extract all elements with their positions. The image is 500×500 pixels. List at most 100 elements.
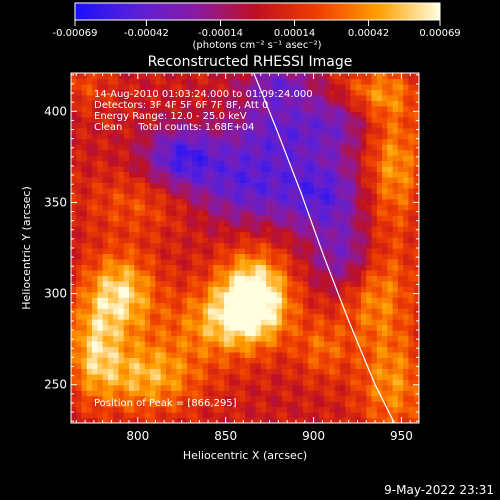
heatmap-cell (223, 122, 230, 129)
heatmap-cell (234, 94, 241, 101)
heatmap-cell (176, 258, 183, 266)
heatmap-cell (376, 94, 383, 101)
heatmap-cell (397, 253, 404, 260)
heatmap-cell (76, 275, 83, 282)
heatmap-cell (392, 346, 399, 353)
heatmap-cell (229, 133, 236, 140)
heatmap-cell (118, 133, 125, 140)
heatmap-cell (271, 198, 278, 205)
heatmap-cell (266, 193, 272, 200)
heatmap-cell (303, 155, 309, 162)
heatmap-cell (329, 340, 336, 348)
heatmap-cell (118, 89, 125, 96)
heatmap-cell (113, 308, 120, 315)
heatmap-cell (171, 357, 178, 364)
heatmap-cell (197, 258, 204, 266)
heatmap-cell (192, 231, 199, 238)
heatmap-cell (197, 406, 204, 413)
heatmap-cell (155, 111, 162, 118)
heatmap-cell (260, 362, 267, 369)
heatmap-cell (308, 127, 315, 134)
heatmap-cell (350, 220, 357, 227)
heatmap-cell (165, 258, 172, 266)
heatmap-cell (245, 275, 251, 282)
heatmap-cell (318, 94, 325, 101)
heatmap-cell (361, 412, 367, 419)
heatmap-cell (287, 379, 294, 386)
heatmap-cell (81, 373, 88, 380)
heatmap-cell (144, 237, 151, 244)
heatmap-cell (250, 149, 257, 156)
heatmap-cell (397, 269, 404, 276)
heatmap-cell (107, 220, 114, 227)
heatmap-cell (334, 297, 341, 304)
heatmap-cell (403, 89, 410, 96)
heatmap-cell (260, 335, 267, 342)
heatmap-cell (144, 193, 151, 200)
heatmap-cell (345, 417, 352, 423)
heatmap-cell (76, 237, 83, 244)
heatmap-cell (229, 368, 236, 375)
heatmap-cell (86, 165, 93, 173)
colorbar: -0.00069 -0.00042 -0.00014 0.00014 0.00042 0.… (53, 2, 461, 51)
heatmap-cell (366, 182, 373, 189)
heatmap-cell (197, 127, 204, 134)
heatmap-cell (139, 373, 146, 380)
heatmap-cell (86, 286, 93, 293)
heatmap-cell (187, 297, 193, 304)
heatmap-cell (71, 417, 77, 423)
heatmap-cell (408, 291, 415, 298)
heatmap-cell (350, 105, 357, 112)
heatmap-cell (313, 89, 320, 96)
heatmap-cell (324, 138, 330, 145)
heatmap-cell (313, 357, 320, 364)
heatmap-cell (229, 269, 236, 276)
heatmap-cell (345, 138, 352, 145)
heatmap-cell (371, 280, 378, 287)
heatmap-cell (92, 237, 98, 244)
heatmap-cell (102, 209, 109, 216)
heatmap-cell (202, 297, 209, 304)
heatmap-cell (392, 226, 399, 233)
heatmap-cell (129, 193, 135, 200)
heatmap-cell (139, 171, 146, 178)
heatmap-cell (308, 384, 315, 391)
heatmap-cell (118, 248, 125, 255)
heatmap-cell (192, 193, 199, 200)
heatmap-cell (113, 187, 120, 194)
heatmap-cell (81, 83, 88, 91)
heatmap-cell (118, 412, 125, 419)
heatmap-cell (239, 182, 246, 189)
heatmap-cell (81, 269, 88, 276)
heatmap-cell (308, 165, 315, 173)
heatmap-cell (102, 253, 109, 260)
heatmap-cell (392, 242, 399, 249)
heatmap-cell (86, 122, 93, 129)
heatmap-cell (276, 171, 283, 178)
heatmap-cell (123, 242, 130, 249)
heatmap-cell (234, 390, 241, 397)
heatmap-cell (213, 291, 220, 298)
heatmap-cell (255, 122, 262, 129)
heatmap-cell (361, 335, 367, 342)
heatmap-cell (155, 297, 162, 304)
heatmap-cell (171, 275, 178, 282)
heatmap-cell (144, 122, 151, 129)
heatmap-cell (308, 149, 315, 156)
heatmap-cell (234, 362, 241, 369)
heatmap-cell (123, 280, 130, 287)
heatmap-cell (218, 176, 225, 183)
heatmap-cell (187, 395, 193, 402)
heatmap-cell (155, 149, 162, 156)
heatmap-cell (197, 379, 204, 386)
heatmap-cell (97, 340, 104, 348)
heatmap-cell (245, 198, 251, 205)
heatmap-cell (308, 105, 315, 112)
heatmap-cell (197, 269, 204, 276)
y-tick-label: 350 (44, 195, 67, 209)
heatmap-cell (118, 116, 125, 123)
heatmap-cell (165, 105, 172, 112)
heatmap-cell (187, 237, 193, 244)
heatmap-cell (76, 165, 83, 173)
heatmap-cell (413, 171, 419, 178)
